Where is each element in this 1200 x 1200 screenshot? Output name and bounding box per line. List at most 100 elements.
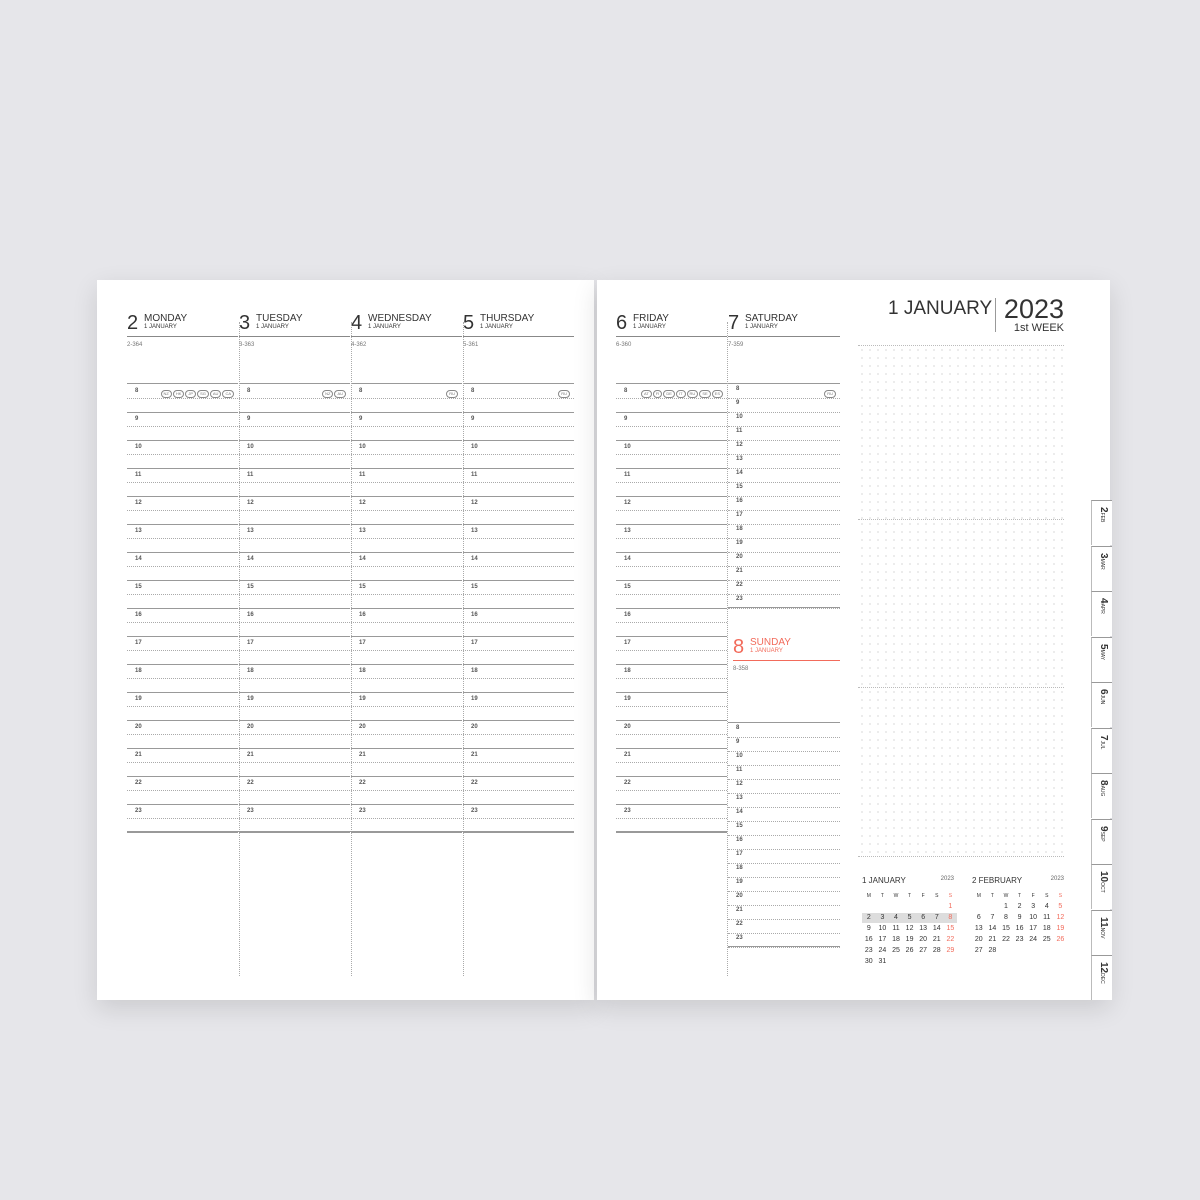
calendar-day[interactable]: 8 [943, 913, 958, 923]
calendar-day[interactable]: 12 [1056, 914, 1065, 921]
calendar-day[interactable]: 19 [905, 936, 914, 943]
hour-slot[interactable]: 20 [616, 720, 727, 749]
month-tab-sep[interactable]: 9SEP [1091, 818, 1112, 864]
calendar-day[interactable]: 29 [946, 947, 955, 954]
hour-slot[interactable]: 13 [351, 524, 462, 553]
calendar-day[interactable]: 31 [878, 958, 887, 965]
hour-slot[interactable]: 13 [127, 524, 238, 553]
hour-slot[interactable]: 15 [463, 580, 574, 609]
calendar-day[interactable]: 17 [1029, 925, 1038, 932]
calendar-day[interactable]: 25 [1042, 936, 1051, 943]
hour-slot[interactable]: 11 [127, 468, 238, 497]
month-tab-nov[interactable]: 11NOV [1091, 909, 1112, 955]
calendar-day[interactable]: 15 [1002, 925, 1010, 932]
hour-slot[interactable]: 9 [351, 412, 462, 441]
hour-slot[interactable]: 16 [351, 608, 462, 637]
hour-slot[interactable]: 19 [239, 692, 350, 721]
hour-slot[interactable]: 12 [728, 440, 840, 455]
hour-slot[interactable]: 17 [463, 636, 574, 665]
hour-slot[interactable]: 10 [239, 440, 350, 469]
hour-slot[interactable]: 8 [616, 384, 727, 413]
hour-slot[interactable]: 13 [463, 524, 574, 553]
hour-slot[interactable]: 15 [127, 580, 238, 609]
calendar-day[interactable]: 24 [1029, 936, 1038, 943]
hour-slot[interactable]: 20 [351, 720, 462, 749]
hour-slot[interactable]: 16 [728, 835, 840, 850]
hour-slot[interactable]: 18 [463, 664, 574, 693]
hour-slot[interactable]: 14 [351, 552, 462, 581]
calendar-day[interactable]: 28 [988, 947, 997, 954]
calendar-day[interactable]: 17 [878, 936, 887, 943]
hour-slot[interactable]: 10 [616, 440, 727, 469]
hour-slot[interactable]: 16 [616, 608, 727, 637]
calendar-day[interactable]: 13 [974, 925, 983, 932]
hour-slot[interactable]: 16 [239, 608, 350, 637]
month-tab-dec[interactable]: 12DEC [1091, 955, 1112, 1000]
hour-slot[interactable]: 8 [239, 384, 350, 413]
hour-slot[interactable]: 11 [728, 765, 840, 780]
notes-dot-grid[interactable] [858, 345, 1064, 520]
calendar-day[interactable]: 2 [1017, 903, 1022, 910]
hour-slot[interactable]: 19 [127, 692, 238, 721]
hour-slot[interactable]: 9 [239, 412, 350, 441]
hour-slot[interactable]: 23 [616, 804, 727, 833]
hour-slot[interactable]: 20 [463, 720, 574, 749]
hour-slot[interactable]: 9 [728, 737, 840, 752]
hour-slot[interactable]: 10 [463, 440, 574, 469]
hour-slot[interactable]: 10 [728, 751, 840, 766]
hour-slot[interactable]: 23 [728, 594, 840, 609]
calendar-day[interactable]: 21 [988, 936, 997, 943]
hour-slot[interactable]: 15 [351, 580, 462, 609]
calendar-day[interactable]: 25 [892, 947, 900, 954]
hour-slot[interactable]: 11 [239, 468, 350, 497]
hour-slot[interactable]: 18 [616, 664, 727, 693]
hour-slot[interactable]: 21 [463, 748, 574, 777]
calendar-day[interactable]: 6 [976, 914, 981, 921]
calendar-day[interactable]: 27 [919, 947, 928, 954]
hour-slot[interactable]: 19 [728, 877, 840, 892]
hour-slot[interactable]: 9 [616, 412, 727, 441]
hour-slot[interactable]: 17 [351, 636, 462, 665]
hour-slot[interactable]: 19 [616, 692, 727, 721]
calendar-day[interactable]: 7 [990, 914, 995, 921]
month-tab-jun[interactable]: 6JUN [1091, 682, 1112, 727]
hour-slot[interactable]: 12 [239, 496, 350, 525]
hour-slot[interactable]: 22 [127, 776, 238, 805]
hour-slot[interactable]: 19 [351, 692, 462, 721]
hour-slot[interactable]: 12 [616, 496, 727, 525]
hour-slot[interactable]: 23 [351, 804, 462, 833]
hour-slot[interactable]: 11 [463, 468, 574, 497]
hour-slot[interactable]: 8 [728, 384, 840, 399]
calendar-day[interactable]: 7 [929, 913, 944, 923]
hour-slot[interactable]: 10 [728, 412, 840, 427]
calendar-day[interactable]: 11 [892, 925, 900, 932]
calendar-day[interactable]: 14 [932, 925, 941, 932]
hour-slot[interactable]: 18 [728, 524, 840, 539]
calendar-day[interactable]: 16 [864, 936, 873, 943]
calendar-day[interactable]: 1 [948, 903, 953, 910]
hour-slot[interactable]: 12 [127, 496, 238, 525]
hour-slot[interactable]: 12 [728, 779, 840, 794]
hour-slot[interactable]: 17 [728, 849, 840, 864]
calendar-day[interactable]: 13 [919, 925, 928, 932]
hour-slot[interactable]: 22 [463, 776, 574, 805]
calendar-day[interactable]: 4 [1044, 903, 1049, 910]
calendar-day[interactable]: 23 [864, 947, 873, 954]
calendar-day[interactable]: 20 [974, 936, 983, 943]
calendar-day[interactable]: 30 [864, 958, 873, 965]
calendar-day[interactable]: 21 [932, 936, 941, 943]
hour-slot[interactable]: 11 [351, 468, 462, 497]
calendar-day[interactable]: 26 [1056, 936, 1065, 943]
hour-slot[interactable]: 22 [728, 580, 840, 595]
calendar-day[interactable]: 5 [1058, 903, 1063, 910]
month-tab-aug[interactable]: 8AUG [1091, 773, 1112, 818]
hour-slot[interactable]: 8 [351, 384, 462, 413]
notes-dot-grid[interactable] [858, 687, 1064, 857]
calendar-day[interactable]: 12 [905, 925, 914, 932]
hour-slot[interactable]: 18 [351, 664, 462, 693]
calendar-day[interactable]: 18 [1042, 925, 1051, 932]
calendar-day[interactable]: 23 [1015, 936, 1024, 943]
calendar-day[interactable]: 15 [946, 925, 955, 932]
hour-slot[interactable]: 23 [239, 804, 350, 833]
hour-slot[interactable]: 21 [351, 748, 462, 777]
